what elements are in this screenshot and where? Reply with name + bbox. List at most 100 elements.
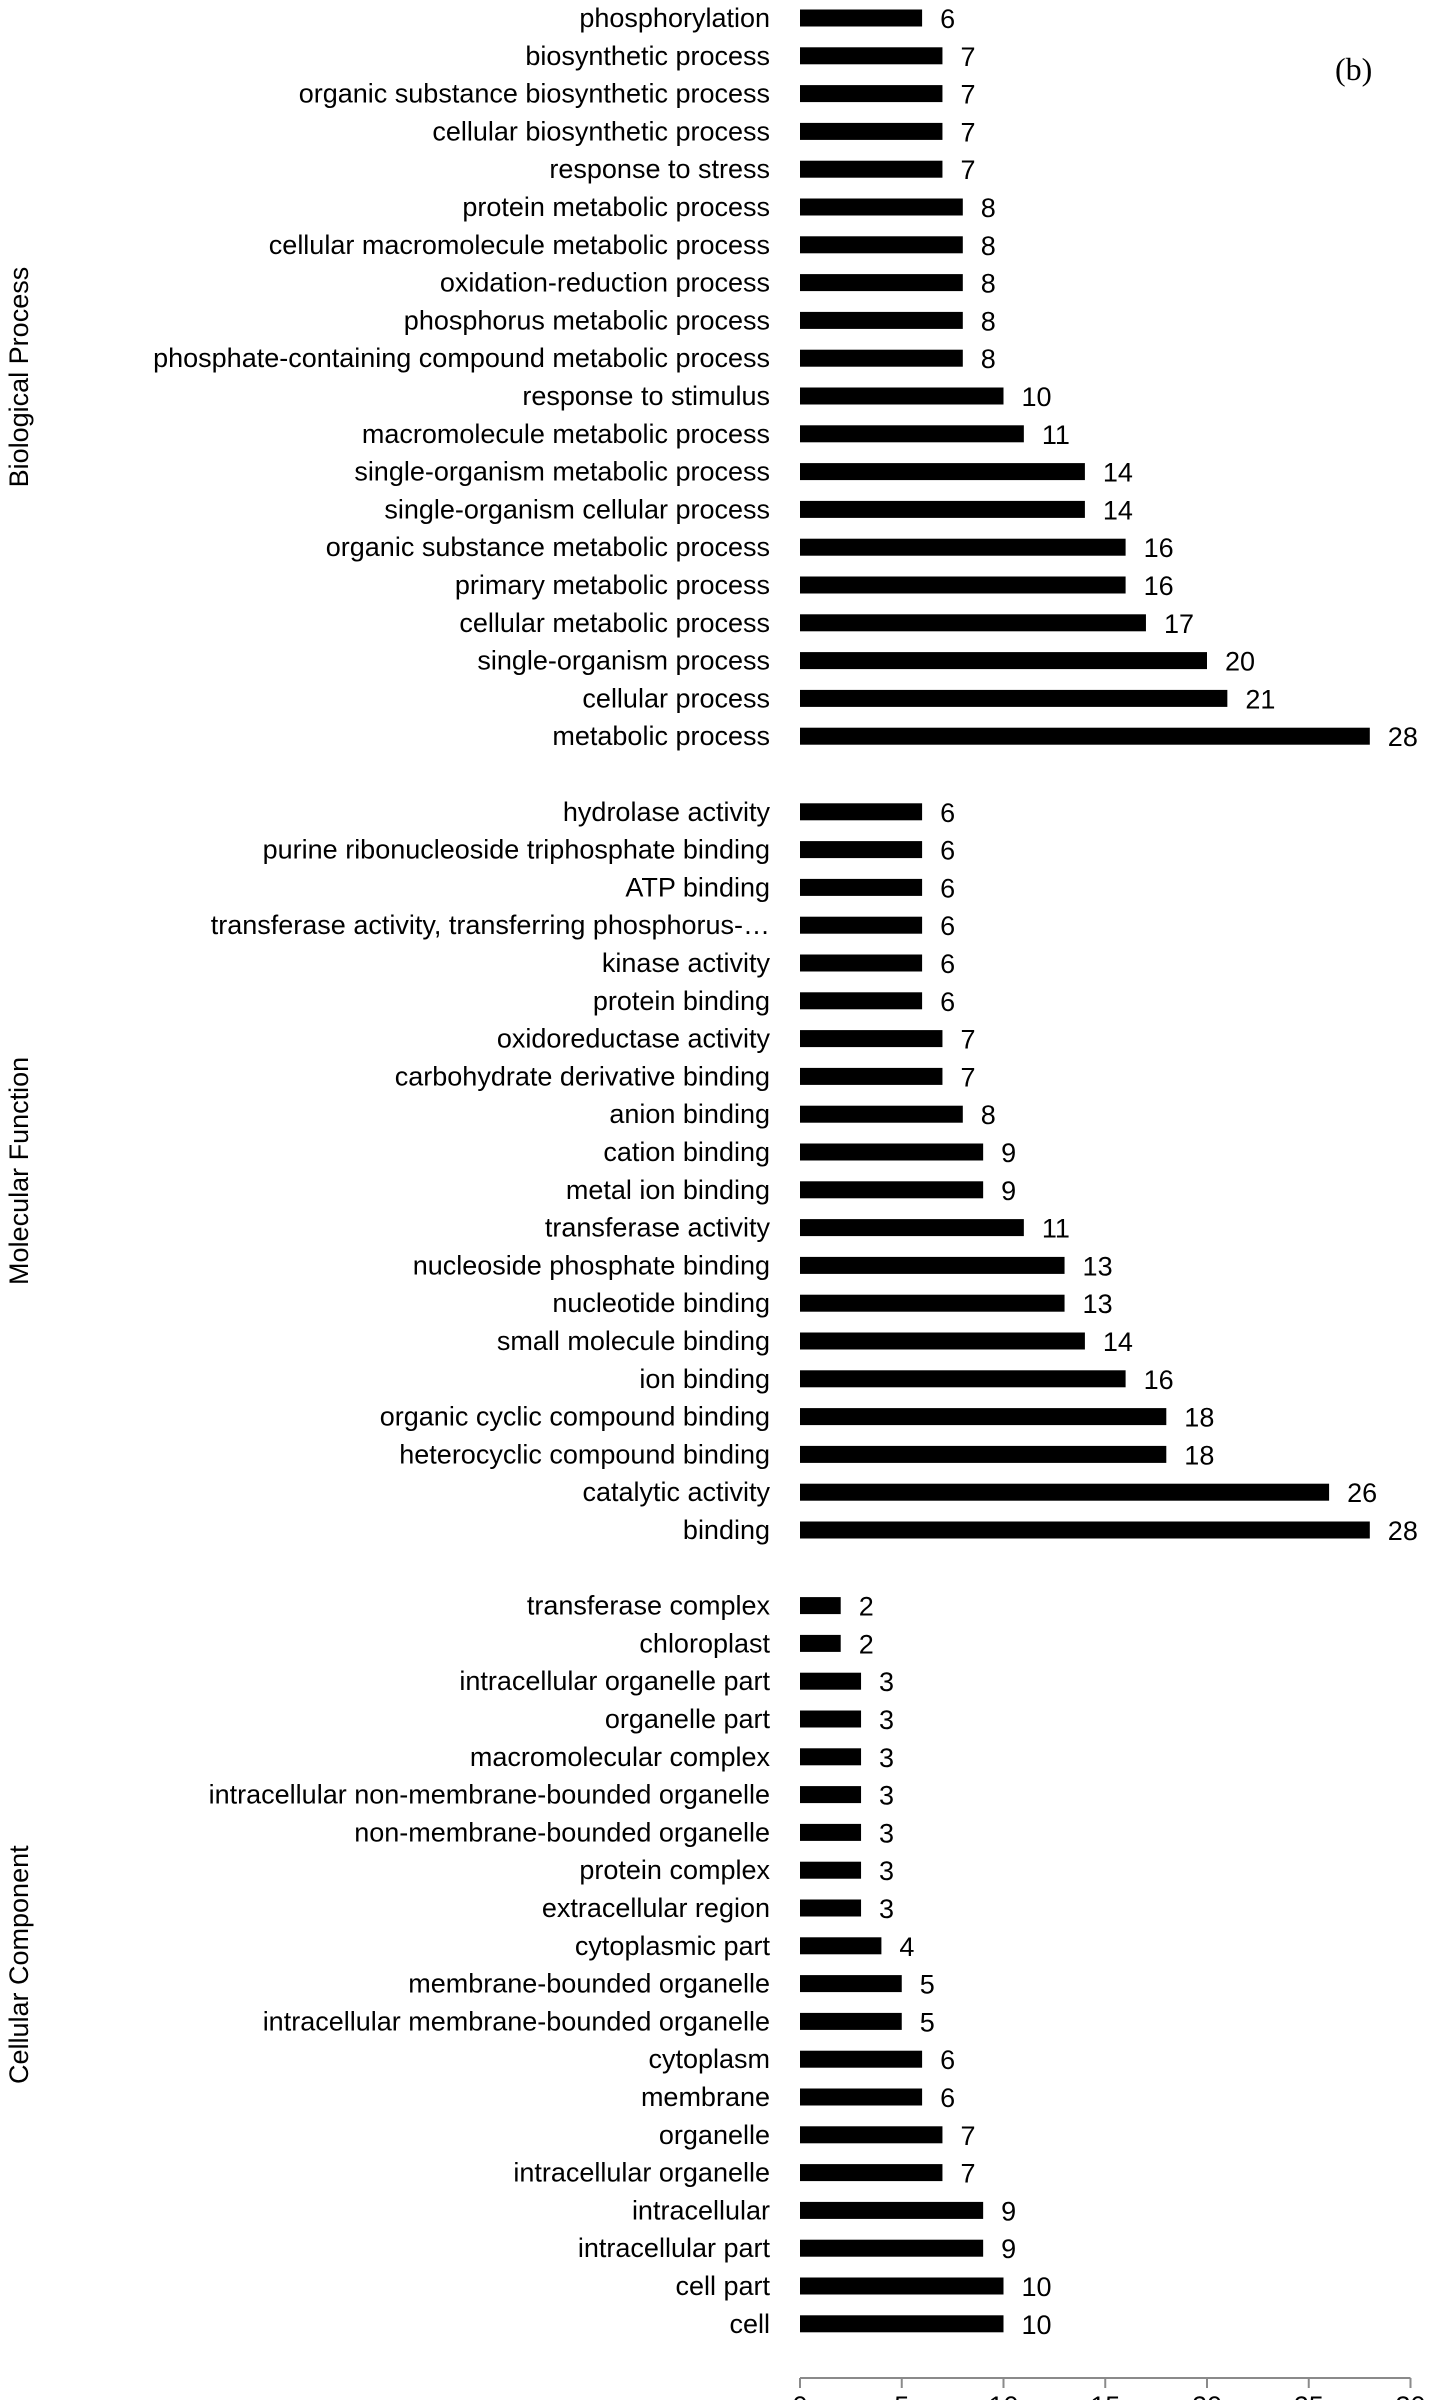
bar	[800, 1067, 943, 1085]
value-label: 9	[1001, 2196, 1016, 2226]
bar	[800, 1408, 1167, 1426]
bar	[800, 576, 1126, 594]
category-label: cell	[729, 2309, 770, 2339]
category-label: extracellular region	[542, 1893, 770, 1923]
bar	[800, 1937, 882, 1955]
x-tick-label: 10	[988, 2391, 1018, 2400]
value-label: 7	[960, 2121, 975, 2151]
value-label: 4	[899, 1932, 914, 1962]
bar	[800, 652, 1207, 670]
bar-groups: phosphorylation 6 biosynthetic process 7 org…	[4, 3, 1418, 2340]
bar	[800, 954, 923, 972]
category-label: protein binding	[593, 986, 770, 1016]
value-label: 20	[1225, 647, 1255, 677]
category-label: cytoplasm	[648, 2044, 770, 2074]
bar	[800, 2201, 984, 2219]
category-label: small molecule binding	[497, 1326, 770, 1356]
value-label: 2	[859, 1629, 874, 1659]
category-label: cell part	[675, 2271, 770, 2301]
bar	[800, 1294, 1065, 1312]
category-label: intracellular non-membrane-bounded organ…	[209, 1780, 770, 1810]
category-label: protein complex	[579, 1855, 770, 1885]
bar-group: transferase complex 2 chloroplast 2 intracel…	[4, 1591, 1052, 2340]
group-label: Cellular Component	[4, 1845, 34, 2084]
group-label: Biological Process	[4, 267, 34, 488]
value-label: 6	[940, 798, 955, 828]
category-label: intracellular membrane-bounded organelle	[263, 2006, 770, 2036]
category-label: organic cyclic compound binding	[380, 1402, 770, 1432]
category-label: oxidoreductase activity	[497, 1024, 771, 1054]
value-label: 6	[940, 836, 955, 866]
bar	[800, 1672, 862, 1690]
category-label: hydrolase activity	[563, 797, 771, 827]
category-label: macromolecular complex	[470, 1742, 771, 1772]
category-label: non-membrane-bounded organelle	[354, 1817, 770, 1847]
bar	[800, 85, 943, 103]
value-label: 10	[1022, 382, 1052, 412]
bar	[800, 1181, 984, 1199]
value-label: 3	[879, 1743, 894, 1773]
bar	[800, 1143, 984, 1161]
value-label: 7	[960, 42, 975, 72]
bar	[800, 1521, 1370, 1539]
value-label: 13	[1083, 1251, 1113, 1281]
bar	[800, 803, 923, 821]
bar	[800, 2164, 943, 2182]
bar-group: hydrolase activity 6 purine ribonucleoside…	[4, 797, 1418, 1546]
value-label: 16	[1144, 533, 1174, 563]
category-label: transferase complex	[527, 1591, 771, 1621]
category-label: cellular process	[582, 683, 770, 713]
value-label: 14	[1103, 1327, 1133, 1357]
category-label: carbohydrate derivative binding	[395, 1061, 770, 1091]
category-label: intracellular part	[578, 2233, 771, 2263]
value-label: 7	[960, 117, 975, 147]
value-label: 26	[1347, 1478, 1377, 1508]
bar	[800, 1597, 841, 1615]
bar	[800, 387, 1004, 405]
value-label: 6	[940, 911, 955, 941]
category-label: ion binding	[639, 1364, 770, 1394]
bar	[800, 1483, 1330, 1501]
category-label: organelle	[659, 2120, 770, 2150]
value-label: 3	[879, 1705, 894, 1735]
category-label: phosphate-containing compound metabolic …	[153, 343, 770, 373]
bar	[800, 2315, 1004, 2333]
x-axis: 0 5 10 15 20 25 30	[792, 2377, 1426, 2400]
bar	[800, 2277, 1004, 2295]
category-label: single-organism metabolic process	[354, 457, 770, 487]
bar	[800, 2050, 923, 2068]
value-label: 9	[1001, 2234, 1016, 2264]
value-label: 5	[920, 1970, 935, 2000]
panel-label: (b)	[1335, 51, 1372, 87]
bar	[800, 1332, 1085, 1350]
value-label: 9	[1001, 1138, 1016, 1168]
category-label: membrane-bounded organelle	[408, 1969, 770, 1999]
bar	[800, 727, 1370, 745]
bar	[800, 878, 923, 896]
category-label: catalytic activity	[582, 1477, 770, 1507]
category-label: membrane	[641, 2082, 770, 2112]
value-label: 3	[879, 1667, 894, 1697]
category-label: response to stress	[549, 154, 770, 184]
value-label: 7	[960, 80, 975, 110]
value-label: 9	[1001, 1176, 1016, 1206]
value-label: 3	[879, 1781, 894, 1811]
category-label: organic substance biosynthetic process	[299, 79, 770, 109]
category-label: chloroplast	[639, 1628, 770, 1658]
category-label: cytoplasmic part	[575, 1931, 771, 1961]
bar	[800, 500, 1085, 518]
value-label: 6	[940, 4, 955, 34]
category-label: organic substance metabolic process	[326, 532, 770, 562]
bar	[800, 236, 963, 254]
bar	[800, 1786, 862, 1804]
bar	[800, 425, 1024, 443]
bar	[800, 2088, 923, 2106]
bar	[800, 538, 1126, 556]
value-label: 6	[940, 987, 955, 1017]
bar	[800, 1105, 963, 1123]
value-label: 6	[940, 2083, 955, 2113]
category-label: cellular macromolecule metabolic process	[269, 230, 770, 260]
category-label: ATP binding	[625, 872, 770, 902]
category-label: phosphorylation	[579, 3, 770, 33]
value-label: 13	[1083, 1289, 1113, 1319]
